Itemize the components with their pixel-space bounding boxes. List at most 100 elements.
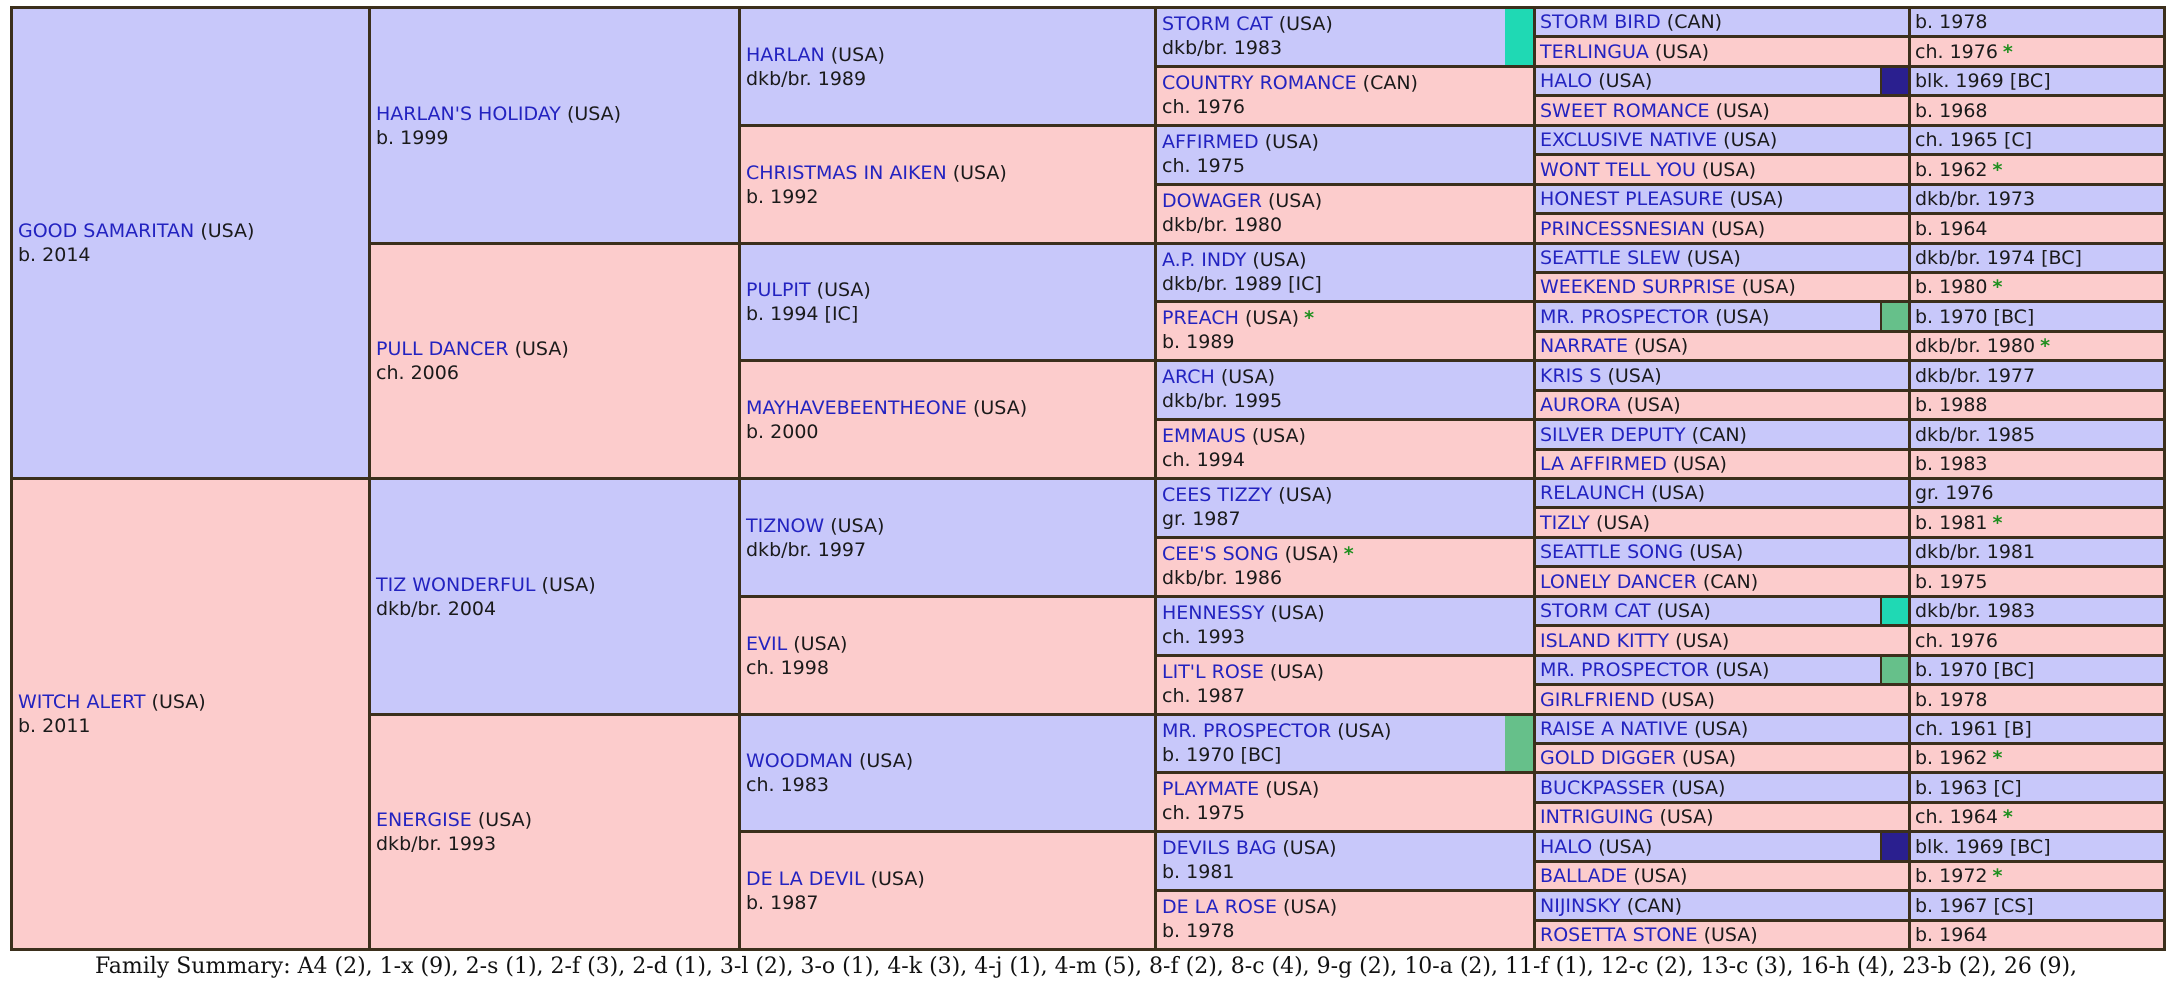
horse-name-link[interactable]: COUNTRY ROMANCE — [1162, 72, 1357, 94]
horse-name-link[interactable]: PULPIT — [746, 279, 811, 301]
pedigree-cell-gen3: MAYHAVEBEENTHEONE (USA) b. 2000 — [738, 359, 1157, 480]
horse-info: b. 1983 — [1915, 453, 1988, 475]
horse-name-link[interactable]: HALO — [1540, 70, 1593, 92]
horse-name-link[interactable]: STORM CAT — [1162, 13, 1273, 35]
pedigree-cell-gen5: GOLD DIGGER (USA) — [1533, 742, 1911, 774]
horse-name-link[interactable]: GOOD SAMARITAN — [18, 220, 195, 242]
pedigree-cell-gen5: HALO (USA) — [1533, 830, 1911, 863]
horse-name-link[interactable]: LONELY DANCER — [1540, 570, 1697, 593]
horse-name-link[interactable]: CEES TIZZY — [1162, 484, 1273, 506]
horse-name-link[interactable]: LIT'L ROSE — [1162, 661, 1264, 683]
horse-country: (USA) — [1284, 543, 1339, 565]
horse-country: (USA) — [1711, 217, 1766, 240]
horse-info: b. 1970 [BC] — [1915, 305, 2035, 328]
pedigree-cell-gen4: EMMAUS (USA) ch. 1994 — [1154, 418, 1536, 480]
horse-info: b. 1963 [C] — [1915, 776, 2022, 799]
horse-name-link[interactable]: CHRISTMAS IN AIKEN — [746, 161, 947, 184]
horse-name-link[interactable]: MR. PROSPECTOR — [1162, 720, 1332, 742]
horse-name-link[interactable]: STORM CAT — [1540, 600, 1651, 622]
horse-name-link[interactable]: WEEKEND SURPRISE — [1540, 276, 1736, 298]
horse-name-link[interactable]: TIZ WONDERFUL — [376, 573, 536, 596]
horse-name-link[interactable]: PULL DANCER — [376, 338, 509, 360]
horse-name-link[interactable]: HONEST PLEASURE — [1540, 188, 1724, 210]
pedigree-cell-gen5: WEEKEND SURPRISE (USA) — [1533, 271, 1911, 303]
horse-country: (USA) — [972, 396, 1028, 419]
horse-name-link[interactable]: HENNESSY — [1162, 602, 1265, 624]
pedigree-cell-gen4: CEES TIZZY (USA) gr. 1987 — [1154, 477, 1536, 539]
horse-name-link[interactable]: ARCH — [1162, 366, 1215, 388]
pedigree-cell-gen4: MR. PROSPECTOR (USA) b. 1970 [BC] — [1154, 713, 1536, 774]
horse-name-link[interactable]: WONT TELL YOU — [1540, 158, 1696, 181]
horse-name-link[interactable]: SEATTLE SLEW — [1540, 247, 1681, 269]
horse-name-link[interactable]: DE LA DEVIL — [746, 867, 865, 890]
horse-name-link[interactable]: A.P. INDY — [1162, 249, 1247, 271]
horse-name-link[interactable]: PLAYMATE — [1162, 778, 1260, 800]
pedigree-cell-gen5: WONT TELL YOU (USA) — [1533, 153, 1911, 186]
horse-country: (USA) — [1686, 247, 1741, 269]
pedigree-date-cell: dkb/br. 1980 * — [1908, 330, 2166, 362]
horse-name-link[interactable]: RELAUNCH — [1540, 482, 1645, 504]
horse-info: ch. 1983 — [746, 774, 829, 796]
horse-country: (USA) — [1654, 40, 1710, 63]
horse-name-link[interactable]: PREACH — [1162, 307, 1239, 329]
pedigree-cell-gen3: CHRISTMAS IN AIKEN (USA) b. 1992 — [738, 124, 1157, 245]
horse-info: dkb/br. 1989 [IC] — [1162, 273, 1322, 295]
horse-name-link[interactable]: ROSETTA STONE — [1540, 924, 1698, 946]
horse-name-link[interactable]: STORM BIRD — [1540, 11, 1661, 33]
horse-country: (USA) — [514, 338, 569, 360]
horse-name-link[interactable]: EMMAUS — [1162, 425, 1246, 447]
horse-name-link[interactable]: BALLADE — [1540, 865, 1628, 887]
horse-name-link[interactable]: BUCKPASSER — [1540, 776, 1666, 799]
horse-country: (USA) — [1337, 720, 1392, 742]
horse-name-link[interactable]: TERLINGUA — [1540, 40, 1649, 63]
horse-country: (USA) — [566, 102, 622, 125]
horse-name-link[interactable]: DEVILS BAG — [1162, 837, 1277, 859]
horse-name-link[interactable]: AURORA — [1540, 394, 1621, 416]
horse-name-link[interactable]: DOWAGER — [1162, 190, 1262, 212]
horse-name-link[interactable]: AFFIRMED — [1162, 131, 1259, 153]
horse-name-link[interactable]: WITCH ALERT — [18, 691, 146, 713]
horse-name-link[interactable]: NARRATE — [1540, 335, 1628, 357]
horse-name-link[interactable]: SEATTLE SONG — [1540, 541, 1684, 563]
pedigree-cell-gen5: KRIS S (USA) — [1533, 359, 1911, 392]
star-marker: * — [2040, 335, 2051, 357]
horse-country: (USA) — [1715, 659, 1770, 681]
horse-name-link[interactable]: MAYHAVEBEENTHEONE — [746, 396, 967, 419]
horse-name-link[interactable]: DE LA ROSE — [1162, 896, 1277, 918]
horse-name-link[interactable]: GIRLFRIEND — [1540, 688, 1655, 711]
horse-name-link[interactable]: SILVER DEPUTY — [1540, 423, 1686, 446]
horse-name-link[interactable]: MR. PROSPECTOR — [1540, 305, 1710, 328]
horse-name-link[interactable]: NIJINSKY — [1540, 894, 1621, 917]
horse-name-link[interactable]: EVIL — [746, 632, 788, 655]
horse-name-link[interactable]: LA AFFIRMED — [1540, 453, 1667, 475]
horse-name-link[interactable]: EXCLUSIVE NATIVE — [1540, 129, 1718, 151]
color-chip — [1880, 833, 1908, 860]
pedigree-cell-gen5: LA AFFIRMED (USA) — [1533, 448, 1911, 480]
horse-country: (USA) — [1701, 158, 1757, 181]
horse-name-link[interactable]: MR. PROSPECTOR — [1540, 659, 1710, 681]
horse-name-link[interactable]: HARLAN — [746, 43, 825, 66]
horse-name-link[interactable]: TIZLY — [1540, 511, 1590, 534]
horse-name-link[interactable]: KRIS S — [1540, 364, 1602, 387]
horse-name-link[interactable]: WOODMAN — [746, 750, 853, 772]
horse-name-link[interactable]: HARLAN'S HOLIDAY — [376, 102, 561, 125]
horse-name-link[interactable]: SWEET ROMANCE — [1540, 99, 1710, 122]
horse-name-link[interactable]: GOLD DIGGER — [1540, 747, 1676, 769]
horse-name-link[interactable]: ISLAND KITTY — [1540, 629, 1670, 652]
horse-info: gr. 1987 — [1162, 508, 1241, 530]
pedigree-date-cell: dkb/br. 1981 — [1908, 536, 2166, 568]
horse-country: (USA) — [1656, 600, 1711, 622]
pedigree-date-cell: b. 1975 — [1908, 565, 2166, 598]
horse-name-link[interactable]: HALO — [1540, 835, 1593, 858]
horse-name-link[interactable]: PRINCESSNESIAN — [1540, 217, 1705, 240]
horse-name-link[interactable]: TIZNOW — [746, 514, 825, 537]
horse-name-link[interactable]: ENERGISE — [376, 809, 472, 831]
horse-name-link[interactable]: RAISE A NATIVE — [1540, 718, 1689, 740]
horse-country: (USA) — [1278, 484, 1333, 506]
horse-info: b. 1981 — [1915, 511, 1988, 534]
horse-name-link[interactable]: CEE'S SONG — [1162, 543, 1279, 565]
pedigree-cell-gen5: BALLADE (USA) — [1533, 860, 1911, 892]
pedigree-cell-gen4: LIT'L ROSE (USA) ch. 1987 — [1154, 654, 1536, 716]
horse-info: ch. 1964 — [1915, 806, 1998, 828]
horse-name-link[interactable]: INTRIGUING — [1540, 806, 1654, 828]
